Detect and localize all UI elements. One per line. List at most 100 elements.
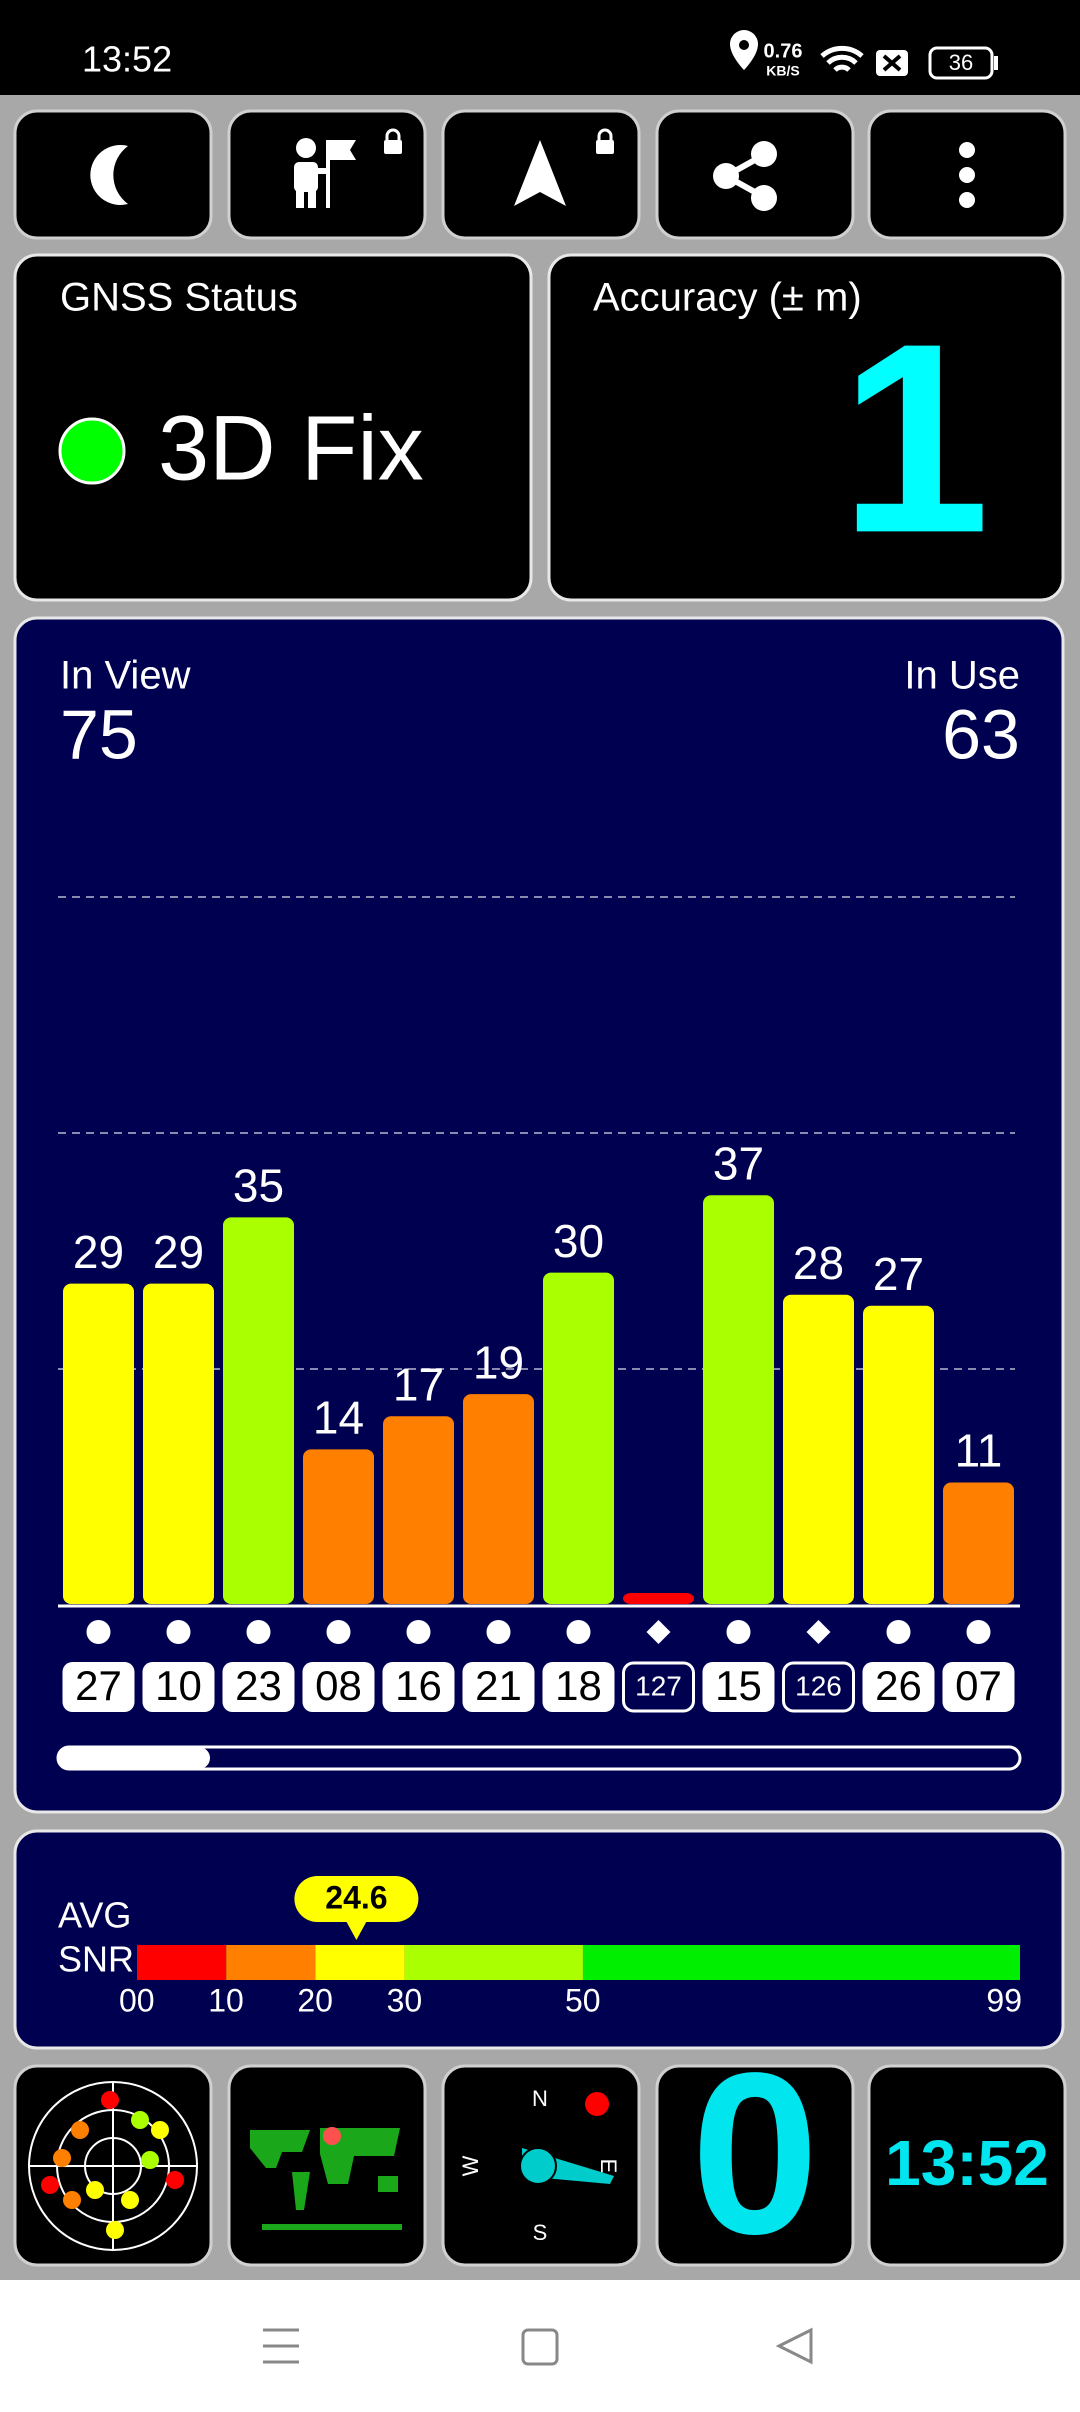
battery-level: 36: [949, 50, 973, 75]
battery-icon: [928, 46, 994, 80]
value-label: 29: [73, 1226, 124, 1278]
battery-tip: [994, 56, 998, 70]
gnss-status-title: GNSS Status: [60, 276, 298, 320]
bar: [703, 1195, 774, 1604]
prn-label: 08: [315, 1662, 362, 1709]
value-label: 11: [955, 1425, 1003, 1477]
compass-target: [585, 2092, 609, 2116]
prn-label: 07: [955, 1662, 1002, 1709]
prn-label: 21: [475, 1662, 522, 1709]
bar: [863, 1305, 934, 1604]
snr-band: [582, 1945, 1020, 1980]
circle-marker: [166, 1620, 191, 1644]
in-use-label: In Use: [904, 654, 1020, 698]
moon-icon: [90, 145, 128, 205]
gnss-status-value: 3D Fix: [158, 397, 424, 499]
net-speed: 0.76: [764, 40, 803, 62]
grid: [58, 896, 1015, 1370]
snr-scale: 00 10 20 30 50 99 24.6: [119, 1876, 1022, 2018]
snr-bubble: [294, 1876, 419, 1922]
snr-tick-label: 00: [119, 1982, 155, 2018]
prn-label: 127: [635, 1670, 682, 1701]
in-view-value: 75: [60, 695, 138, 773]
snr-label: SNR: [58, 1939, 134, 1980]
more-icon: [959, 142, 975, 208]
nav-menu[interactable]: [263, 2328, 299, 2364]
prn-label: 26: [875, 1662, 922, 1709]
snr-band: [137, 1945, 227, 1980]
prn-box: [702, 1662, 775, 1712]
snr-value: 24.6: [325, 1879, 387, 1915]
lock-icon: [596, 128, 614, 154]
circle-marker: [246, 1620, 271, 1644]
status-time: 13:52: [82, 39, 172, 80]
prn-box: [622, 1661, 695, 1713]
person-flag-icon: [294, 128, 402, 208]
prn-label: 16: [395, 1662, 442, 1709]
diamond-marker: [646, 1620, 671, 1644]
accuracy-title: Accuracy (± m): [593, 276, 862, 320]
scrollbar-thumb[interactable]: [58, 1747, 210, 1769]
in-use-value: 63: [942, 695, 1020, 773]
compass-hub: [519, 2147, 557, 2185]
share-icon: [713, 141, 777, 211]
clock-widget[interactable]: [867, 2064, 1067, 2267]
prn-box: [62, 1662, 135, 1712]
prn-label: 126: [795, 1670, 842, 1701]
circle-marker: [486, 1620, 511, 1644]
bar: [463, 1394, 534, 1604]
bar: [223, 1217, 294, 1604]
prn-box: [862, 1662, 935, 1712]
nav-buttons: [263, 2327, 813, 2366]
snr-pointer: [344, 1918, 369, 1940]
bar: [63, 1283, 134, 1604]
bar: [783, 1294, 854, 1604]
prn-label: 27: [75, 1662, 122, 1709]
in-view-label: In View: [60, 654, 191, 698]
arrow-icon: [514, 140, 566, 206]
avg-label: AVG: [58, 1895, 131, 1936]
bar: [383, 1416, 454, 1604]
snr-bars: 29 27 29 10 35 23 14 08 17 16 19 21 30 18 127 37 15 28 126…: [62, 1137, 1015, 1713]
snr-band: [315, 1945, 405, 1980]
prn-box: [222, 1662, 295, 1712]
nav-home[interactable]: [521, 2328, 559, 2366]
skyplot-icon: [28, 2081, 198, 2251]
bar: [623, 1592, 694, 1604]
circle-marker: [566, 1620, 591, 1644]
location-icon-dot: [739, 40, 749, 50]
sim-icon-x: [882, 54, 902, 72]
circle-marker: [326, 1620, 351, 1644]
toolbar: [13, 109, 1067, 240]
fix-indicator: [58, 417, 126, 485]
snr-band: [226, 1945, 316, 1980]
prn-box: [462, 1662, 535, 1712]
compass-east: E: [596, 2159, 621, 2174]
speed-widget[interactable]: [655, 2064, 855, 2267]
avg-snr-card: [13, 1829, 1065, 2050]
prn-box: [142, 1662, 215, 1712]
accuracy-value: 1: [840, 288, 990, 589]
value-label: 28: [793, 1237, 844, 1289]
net-unit: KB/S: [766, 63, 799, 79]
bar: [303, 1449, 374, 1604]
circle-marker: [966, 1620, 991, 1644]
value-label: 29: [153, 1226, 204, 1278]
snr-band: [404, 1945, 583, 1980]
prn-box: [382, 1662, 455, 1712]
status-bar: [0, 0, 1080, 95]
compass-south: S: [533, 2220, 548, 2245]
prn-label: 10: [155, 1662, 202, 1709]
prn-box: [302, 1662, 375, 1712]
accuracy-card: [547, 253, 1065, 602]
diamond-marker: [806, 1620, 831, 1644]
value-label: 27: [873, 1248, 924, 1300]
value-label: 35: [233, 1160, 284, 1212]
nav-back[interactable]: [775, 2327, 813, 2365]
value-label: 14: [313, 1392, 364, 1444]
wifi-icon: [820, 45, 864, 72]
share-button[interactable]: [655, 109, 855, 240]
circle-marker: [886, 1620, 911, 1644]
nav-bar: [0, 2280, 1080, 2412]
gnss-status-card: [13, 253, 533, 602]
